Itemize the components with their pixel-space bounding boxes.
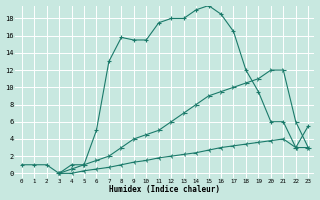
X-axis label: Humidex (Indice chaleur): Humidex (Indice chaleur) <box>109 185 220 194</box>
